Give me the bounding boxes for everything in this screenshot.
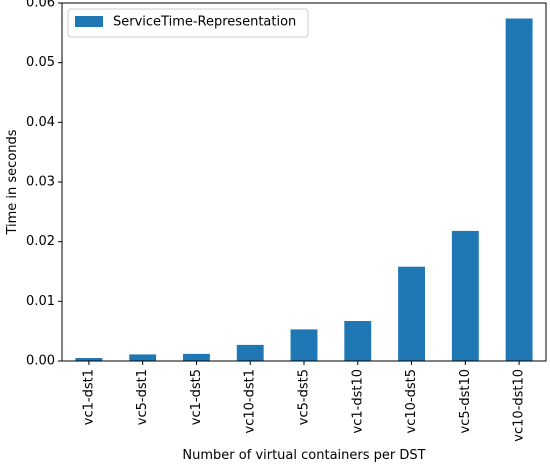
legend-label: ServiceTime-Representation xyxy=(113,15,296,30)
legend-box xyxy=(67,8,309,38)
x-tick-label: vc1-dst1 xyxy=(81,369,96,425)
y-tick-label: 0.03 xyxy=(26,175,55,190)
x-tick-label: vc5-dst1 xyxy=(135,369,150,425)
x-tick-label: vc5-dst5 xyxy=(297,369,312,425)
bar-vc5-dst5 xyxy=(290,329,318,361)
bar-vc10-dst5 xyxy=(398,266,425,361)
bar-vc10-dst10 xyxy=(505,18,533,361)
y-tick-label: 0.06 xyxy=(26,0,55,11)
y-tick-label: 0.00 xyxy=(26,354,55,369)
x-axis-label: Number of virtual containers per DST xyxy=(182,448,425,463)
bar-vc1-dst1 xyxy=(75,358,103,361)
x-tick-label: vc10-dst5 xyxy=(404,369,419,433)
x-tick-label: vc5-dst10 xyxy=(458,369,473,433)
y-tick-label: 0.05 xyxy=(26,55,55,70)
plot-frame xyxy=(61,2,547,362)
bar-vc1-dst10 xyxy=(344,321,372,361)
bars-group xyxy=(75,18,533,361)
x-tick-label: vc1-dst10 xyxy=(350,369,365,433)
y-tick-label: 0.02 xyxy=(26,234,55,249)
x-tick-label: vc10-dst1 xyxy=(243,369,258,433)
y-tick-label: 0.04 xyxy=(26,115,55,130)
bar-vc5-dst10 xyxy=(451,230,479,361)
y-axis-label: Time in seconds xyxy=(5,129,20,235)
y-axis-ticks: 0.00 0.01 0.02 0.03 0.04 0.05 0.06 xyxy=(26,0,62,369)
legend: ServiceTime-Representation xyxy=(67,8,309,38)
x-axis-ticks: vc1-dst1 vc5-dst1 vc1-dst5 vc10-dst1 vc5-dst… xyxy=(81,361,527,442)
bar-vc10-dst1 xyxy=(236,344,264,361)
x-tick-label: vc1-dst5 xyxy=(189,369,204,425)
bar-vc1-dst5 xyxy=(183,353,210,361)
legend-swatch xyxy=(75,16,103,27)
bar-vc5-dst1 xyxy=(129,354,157,361)
x-tick-label: vc10-dst10 xyxy=(512,369,527,442)
y-tick-label: 0.01 xyxy=(26,294,55,309)
